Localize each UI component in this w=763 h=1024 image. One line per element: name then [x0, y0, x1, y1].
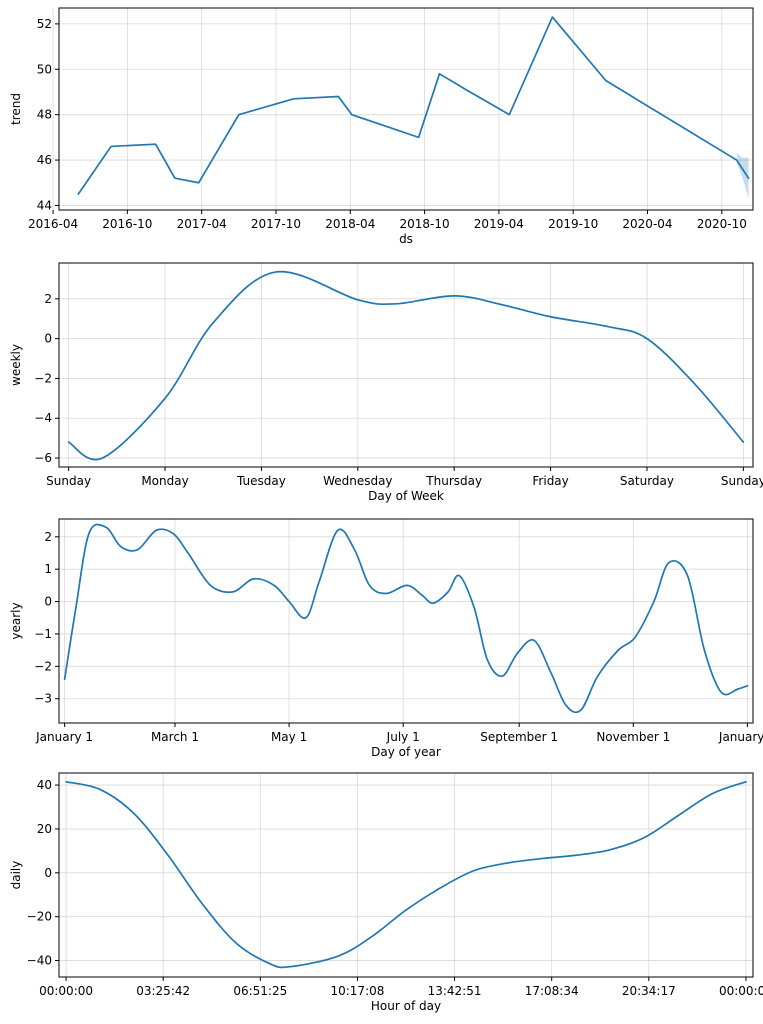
x-tick-label: May 1: [271, 730, 307, 744]
x-tick-label: 00:00:00: [39, 984, 93, 998]
x-tick-label: 2016-10: [102, 217, 152, 231]
y-tick-label: 1: [44, 562, 52, 576]
x-tick-label: March 1: [151, 730, 199, 744]
y-tick-label: −1: [34, 627, 52, 641]
x-tick-label: 00:00:00: [719, 984, 763, 998]
y-axis-label: weekly: [9, 344, 23, 386]
y-tick-label: 40: [37, 778, 52, 792]
y-tick-label: 46: [37, 153, 52, 167]
y-tick-label: 0: [44, 595, 52, 609]
x-tick-label: 2018-04: [325, 217, 375, 231]
x-tick-label: 2020-10: [697, 217, 747, 231]
trend-panel: 2016-04 2016-10 2017-04 2017-10 2018-04 2018-…: [9, 7, 754, 246]
x-tick-label: 17:08:34: [525, 984, 579, 998]
x-axis-label: Day of year: [371, 745, 441, 759]
series-line: [77, 16, 750, 195]
x-tick-label: 2016-04: [28, 217, 78, 231]
weekly-panel: Sunday Monday Tuesday Wednesday Thursday Frid…: [9, 262, 763, 503]
x-axis-label: ds: [399, 232, 413, 246]
x-tick-label: July 1: [386, 730, 420, 744]
yearly-panel: January 1 March 1 May 1 July 1 September 1 No…: [9, 518, 763, 759]
plot-frame: [58, 7, 754, 211]
x-tick-label: Wednesday: [323, 474, 392, 488]
x-tick-label: Friday: [532, 474, 568, 488]
y-tick-label: 50: [37, 62, 52, 76]
x-axis-label: Day of Week: [368, 489, 444, 503]
y-tick-label: 20: [37, 822, 52, 836]
y-tick-label: −40: [27, 954, 52, 968]
x-tick-label: 20:34:17: [622, 984, 676, 998]
y-tick-label: 48: [37, 108, 52, 122]
y-tick-label: 0: [44, 866, 52, 880]
x-tick-label: Monday: [141, 474, 188, 488]
x-tick-label: 2017-10: [251, 217, 301, 231]
x-tick-label: 06:51:25: [233, 984, 287, 998]
y-axis-label: yearly: [9, 602, 23, 639]
x-tick-label: 2018-10: [400, 217, 450, 231]
series-line: [65, 780, 747, 969]
x-tick-label: 13:42:51: [428, 984, 482, 998]
series-line: [67, 270, 745, 461]
x-tick-label: Sunday: [46, 474, 91, 488]
x-tick-label: Thursday: [425, 474, 482, 488]
y-axis-label: trend: [9, 93, 23, 125]
y-tick-label: 0: [44, 332, 52, 346]
y-tick-label: 2: [44, 292, 52, 306]
y-tick-label: −6: [34, 451, 52, 465]
y-tick-label: −4: [34, 411, 52, 425]
x-tick-label: 2020-04: [622, 217, 672, 231]
x-tick-label: 2017-04: [177, 217, 227, 231]
x-tick-label: January 1: [35, 730, 93, 744]
y-axis-label: daily: [9, 861, 23, 890]
y-tick-label: −20: [27, 910, 52, 924]
y-tick-label: 44: [37, 198, 52, 212]
y-tick-label: 2: [44, 530, 52, 544]
y-tick-label: −3: [34, 692, 52, 706]
x-tick-label: Saturday: [620, 474, 674, 488]
x-tick-label: January 1: [718, 730, 763, 744]
y-tick-label: −2: [34, 659, 52, 673]
x-tick-label: September 1: [480, 730, 558, 744]
x-tick-label: 03:25:42: [136, 984, 190, 998]
x-tick-label: Tuesday: [236, 474, 286, 488]
x-tick-label: Sunday: [721, 474, 763, 488]
x-axis-label: Hour of day: [371, 999, 441, 1013]
y-tick-label: −2: [34, 371, 52, 385]
series-line: [63, 523, 749, 714]
x-tick-label: 2019-04: [474, 217, 524, 231]
plot-frame: [58, 772, 754, 978]
y-tick-label: 52: [37, 17, 52, 31]
x-tick-label: 2019-10: [548, 217, 598, 231]
x-tick-label: November 1: [596, 730, 670, 744]
x-tick-label: 10:17:08: [330, 984, 384, 998]
plot-frame: [58, 518, 754, 724]
plot-frame: [58, 262, 754, 468]
daily-panel: 00:00:00 03:25:42 06:51:25 10:17:08 13:42:51…: [9, 772, 763, 1013]
